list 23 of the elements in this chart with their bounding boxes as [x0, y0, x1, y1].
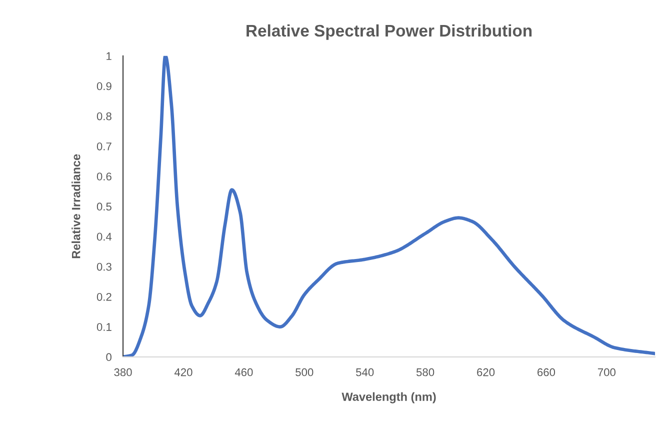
y-tick-label: 0.6: [96, 172, 112, 180]
y-tick-label: 0.7: [96, 142, 112, 150]
y-axis-title: Relative Irradiance: [72, 154, 80, 258]
x-tick-label: 700: [598, 368, 616, 376]
x-tick-label: 380: [114, 368, 132, 376]
chart-title: Relative Spectral Power Distribution: [246, 24, 532, 40]
x-tick-label: 620: [477, 368, 495, 376]
x-tick-label: 540: [356, 368, 374, 376]
x-tick-label: 580: [416, 368, 434, 376]
x-axis-title: Wavelength (nm): [342, 392, 436, 404]
x-tick-label: 420: [174, 368, 192, 376]
y-tick-label: 0.5: [96, 202, 112, 211]
y-tick-label: 1: [106, 52, 112, 60]
y-tick-label: 0.2: [96, 292, 112, 301]
y-tick-label: 0.9: [96, 82, 112, 90]
x-tick-label: 460: [234, 368, 253, 376]
y-tick-label: 0.8: [96, 112, 112, 120]
y-tick-label: 0.1: [96, 323, 112, 331]
x-tick-label: 660: [538, 368, 556, 376]
y-tick-label: 0.4: [96, 232, 112, 241]
y-tick-label: 0.3: [96, 262, 112, 271]
y-tick-label: 0: [106, 353, 112, 362]
x-tick-label: 500: [296, 368, 314, 376]
